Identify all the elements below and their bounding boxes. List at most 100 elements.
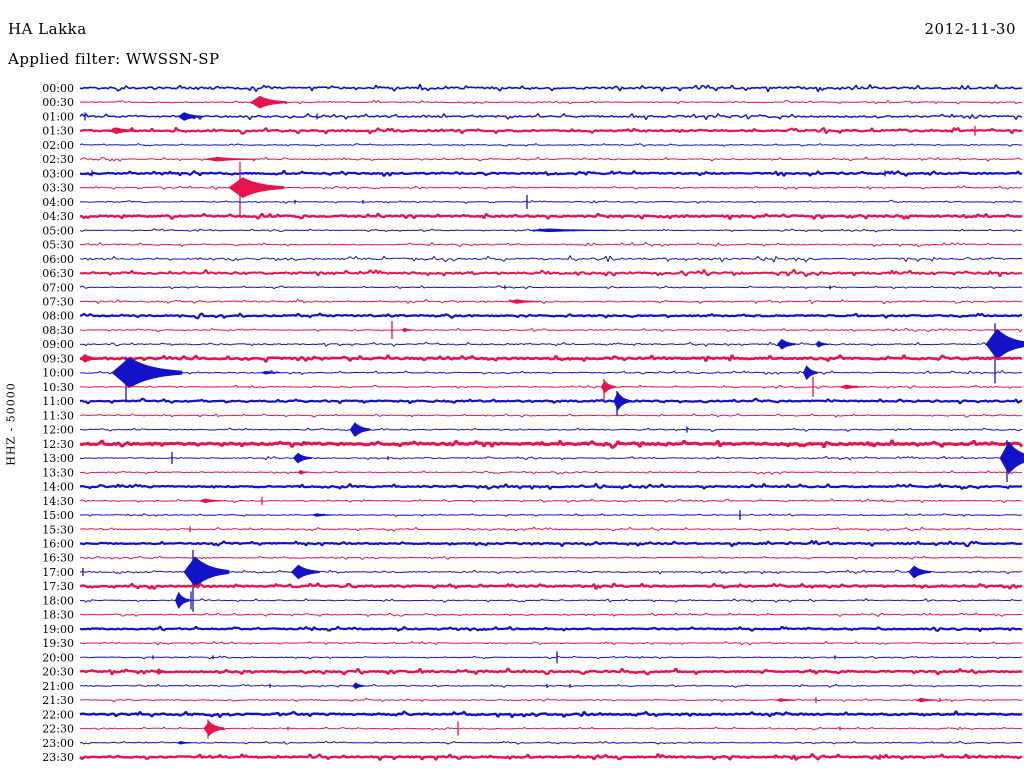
event-burst [198,498,224,504]
time-label: 15:00 [42,509,74,522]
trace-row-1030 [79,384,1023,390]
trace-row-1700 [79,569,1023,575]
event-burst [613,391,631,411]
time-label: 11:30 [42,409,74,422]
trace-row-2330 [79,753,1023,761]
event-burst [290,564,320,580]
time-label: 09:30 [42,352,74,365]
time-label: 18:30 [42,609,74,622]
trace-row-0530 [79,242,1023,248]
event-burst [815,340,828,348]
event-burst [183,556,230,588]
time-label: 18:00 [42,594,74,607]
event-burst [352,682,365,690]
time-label: 13:30 [42,466,74,479]
trace-row-2100 [80,683,1023,688]
time-label: 21:30 [42,694,74,707]
date-label: 2012-11-30 [924,20,1016,38]
trace-row-1500 [79,513,1023,517]
event-burst [838,384,866,390]
trace-row-2130 [79,697,1023,703]
trace-row-0630 [79,269,1023,278]
time-label: 09:00 [42,338,74,351]
trace-row-0700 [79,285,1023,290]
trace-row-0430 [79,212,1023,220]
event-burst [401,327,413,333]
event-burst [349,422,371,438]
time-label: 22:30 [42,723,74,736]
trace-row-2000 [79,655,1023,660]
event-burst [802,365,818,381]
event-burst [310,513,333,517]
event-burst [999,441,1024,475]
trace-row-2300 [79,740,1023,745]
event-burst [174,591,190,610]
time-label: 04:30 [42,210,74,223]
event-burst [600,380,616,394]
trace-row-1130 [79,413,1023,418]
event-burst [250,95,288,109]
time-label: 16:00 [42,538,74,551]
trace-row-2200 [79,710,1023,718]
time-label: 10:00 [42,367,74,380]
trace-row-1830 [79,612,1023,617]
trace-row-1100 [79,397,1023,405]
event-burst [260,370,280,375]
event-burst [774,698,797,702]
time-label: 19:00 [42,623,74,636]
event-burst [908,565,931,579]
trace-row-0830 [79,327,1023,333]
event-burst [79,354,99,363]
station-title: HA Lakka [8,20,87,38]
trace-row-1900 [79,625,1023,632]
event-burst [507,299,540,304]
event-burst [297,469,309,475]
trace-row-1930 [79,640,1023,646]
event-burst [176,740,192,745]
trace-row-0030 [79,99,1023,105]
event-burst [528,228,610,233]
trace-row-0300 [79,169,1023,177]
time-label: 00:00 [42,82,74,95]
time-label: 05:30 [42,239,74,252]
event-burst [915,697,937,703]
event-burst [293,452,312,464]
event-burst [177,112,203,121]
event-burst [203,721,225,736]
filter-label: Applied filter: WWSSN-SP [8,50,220,68]
event-burst [777,338,796,350]
trace-row-0800 [79,312,1023,320]
time-label: 08:00 [42,310,74,323]
time-label: 23:00 [42,737,74,750]
time-label: 13:00 [42,452,74,465]
trace-row-0200 [79,143,1023,147]
time-label: 14:30 [42,495,74,508]
trace-row-1300 [79,455,1023,461]
event-burst [204,156,256,162]
trace-row-0400 [79,199,1023,204]
trace-row-0100 [79,113,1023,120]
time-label: 03:30 [42,182,74,195]
time-label: 20:30 [42,666,74,679]
event-burst [108,127,138,135]
trace-row-0000 [79,83,1023,93]
event-burst [111,357,183,389]
trace-area [79,83,1024,761]
event-burst [155,668,167,676]
trace-row-0730 [79,298,1023,305]
time-label: 11:00 [42,395,74,408]
trace-row-1630 [79,555,1023,560]
time-label: 04:00 [42,196,74,209]
time-label: 17:30 [42,580,74,593]
time-label: 02:00 [42,139,74,152]
time-label: 00:30 [42,96,74,109]
trace-row-0130 [80,126,1023,135]
time-label: 06:30 [42,267,74,280]
time-label: 01:00 [42,111,74,124]
time-label: 23:30 [42,751,74,764]
time-label: 01:30 [42,125,74,138]
time-label: 21:00 [42,680,74,693]
trace-row-0930 [79,354,1023,363]
trace-row-0900 [79,341,1023,347]
